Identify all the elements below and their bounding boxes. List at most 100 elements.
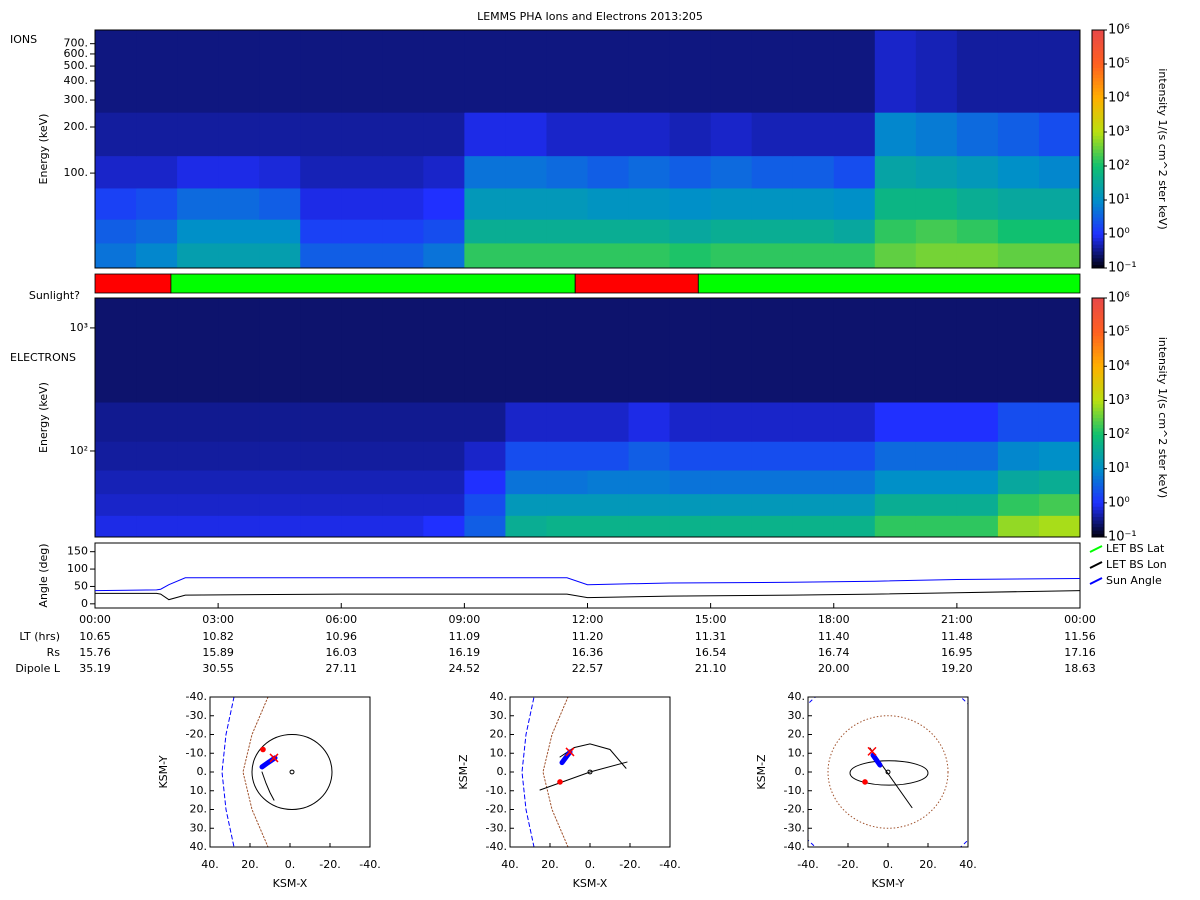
heatmap-cell — [874, 402, 917, 442]
heatmap-cell — [382, 187, 424, 220]
colorbar-cell — [1092, 434, 1104, 439]
heatmap-cell — [1038, 515, 1081, 538]
heatmap-cell — [833, 219, 876, 244]
heatmap-cell — [546, 187, 588, 220]
heatmap-cell — [464, 30, 506, 113]
colorbar-cell — [1092, 81, 1104, 85]
colorbar-tick-label: 10⁻¹ — [1108, 530, 1137, 545]
heatmap-cell — [300, 112, 342, 157]
colorbar-cell — [1092, 87, 1104, 92]
colorbar-cell — [1092, 335, 1104, 340]
colorbar-cell — [1092, 132, 1104, 136]
heatmap-cell — [751, 242, 794, 269]
heatmap-cell — [546, 493, 588, 516]
colorbar-cell — [1092, 451, 1104, 456]
colorbar-cell — [1092, 352, 1104, 357]
heatmap-cell — [505, 219, 547, 244]
colorbar-cell — [1092, 203, 1104, 208]
heatmap-cell — [423, 155, 465, 189]
heatmap-cell — [710, 219, 753, 244]
heatmap-cell — [997, 493, 1040, 516]
colorbar-cell — [1092, 244, 1104, 249]
heatmap-cell — [218, 441, 260, 471]
heatmap-cell — [218, 155, 260, 189]
heatmap-cell — [997, 112, 1040, 157]
heatmap-cell — [1038, 470, 1081, 495]
heatmap-cell — [915, 30, 958, 113]
colorbar-cell — [1092, 60, 1104, 65]
heatmap-cell — [1038, 155, 1081, 189]
colorbar-cell — [1092, 482, 1104, 487]
colorbar-cell — [1092, 472, 1104, 477]
y-tick-label: 150 — [67, 545, 88, 558]
heatmap-cell — [874, 470, 917, 495]
colorbar-cell — [1092, 121, 1104, 126]
heatmap-cell — [669, 441, 712, 471]
colorbar-tick-label: 10⁵ — [1108, 57, 1130, 72]
heatmap-cell — [997, 242, 1040, 269]
orbit-point — [557, 779, 563, 785]
colorbar-cell — [1092, 390, 1104, 395]
y-tick-label: -20. — [486, 803, 507, 816]
table-cell: 16.36 — [572, 646, 604, 659]
heatmap-cell — [505, 402, 547, 442]
heatmap-cell — [669, 470, 712, 495]
heatmap-cell — [751, 30, 794, 113]
colorbar-tick-label: 10⁶ — [1108, 23, 1130, 38]
y-tick-label: -40. — [186, 690, 207, 703]
heatmap-cell — [669, 493, 712, 516]
x-tick-label: 03:00 — [202, 613, 234, 626]
y-tick-label: 0. — [795, 765, 806, 778]
heatmap-cell — [669, 219, 712, 244]
y-tick-label: 40. — [788, 690, 806, 703]
x-tick-label: 21:00 — [941, 613, 973, 626]
heatmap-cell — [751, 441, 794, 471]
colorbar-cell — [1092, 325, 1104, 330]
heatmap-cell — [177, 30, 219, 113]
orbit-cross — [867, 746, 877, 756]
heatmap-cell — [915, 515, 958, 538]
heatmap-cell — [259, 441, 301, 471]
y-tick-label: 0. — [497, 765, 508, 778]
colorbar-cell — [1092, 57, 1104, 62]
heatmap-cell — [628, 470, 671, 495]
colorbar-cell — [1092, 362, 1104, 367]
heatmap-cell — [833, 402, 876, 442]
legend-label: Sun Angle — [1106, 574, 1162, 587]
colorbar-cell — [1092, 311, 1104, 316]
colorbar-cell — [1092, 519, 1104, 524]
colorbar-cell — [1092, 67, 1104, 72]
x-tick-label: 00:00 — [1064, 613, 1096, 626]
heatmap-cell — [792, 112, 835, 157]
heatmap-cell — [177, 493, 219, 516]
heatmap-cell — [669, 112, 712, 157]
colorbar-cell — [1092, 101, 1104, 106]
colorbar-cell — [1092, 403, 1104, 408]
heatmap-cell — [341, 187, 383, 220]
heatmap-cell — [915, 441, 958, 471]
heatmap-cell — [341, 402, 383, 442]
heatmap-cell — [669, 187, 712, 220]
colorbar-cell — [1092, 383, 1104, 388]
colorbar-cell — [1092, 424, 1104, 429]
colorbar-cell — [1092, 523, 1104, 528]
colorbar-cell — [1092, 189, 1104, 194]
heatmap-cell — [136, 493, 178, 516]
heatmap-cell — [587, 155, 630, 189]
heatmap-cell — [423, 112, 465, 157]
heatmap-cell — [1038, 219, 1081, 244]
colorbar-cell — [1092, 315, 1104, 319]
colorbar-cell — [1092, 356, 1104, 360]
heatmap-cell — [751, 298, 794, 403]
heatmap-cell — [423, 402, 465, 442]
table-cell: 27.11 — [326, 662, 358, 675]
orbit-ellipse — [251, 734, 333, 810]
heatmap-cell — [997, 187, 1040, 220]
colorbar-cell — [1092, 234, 1104, 238]
heatmap-cell — [95, 242, 137, 269]
colorbar-cell — [1092, 53, 1104, 58]
y-tick-label: 10. — [490, 746, 508, 759]
heatmap-cell — [300, 298, 342, 403]
colorbar-cell — [1092, 410, 1104, 415]
colorbar-cell — [1092, 301, 1104, 306]
